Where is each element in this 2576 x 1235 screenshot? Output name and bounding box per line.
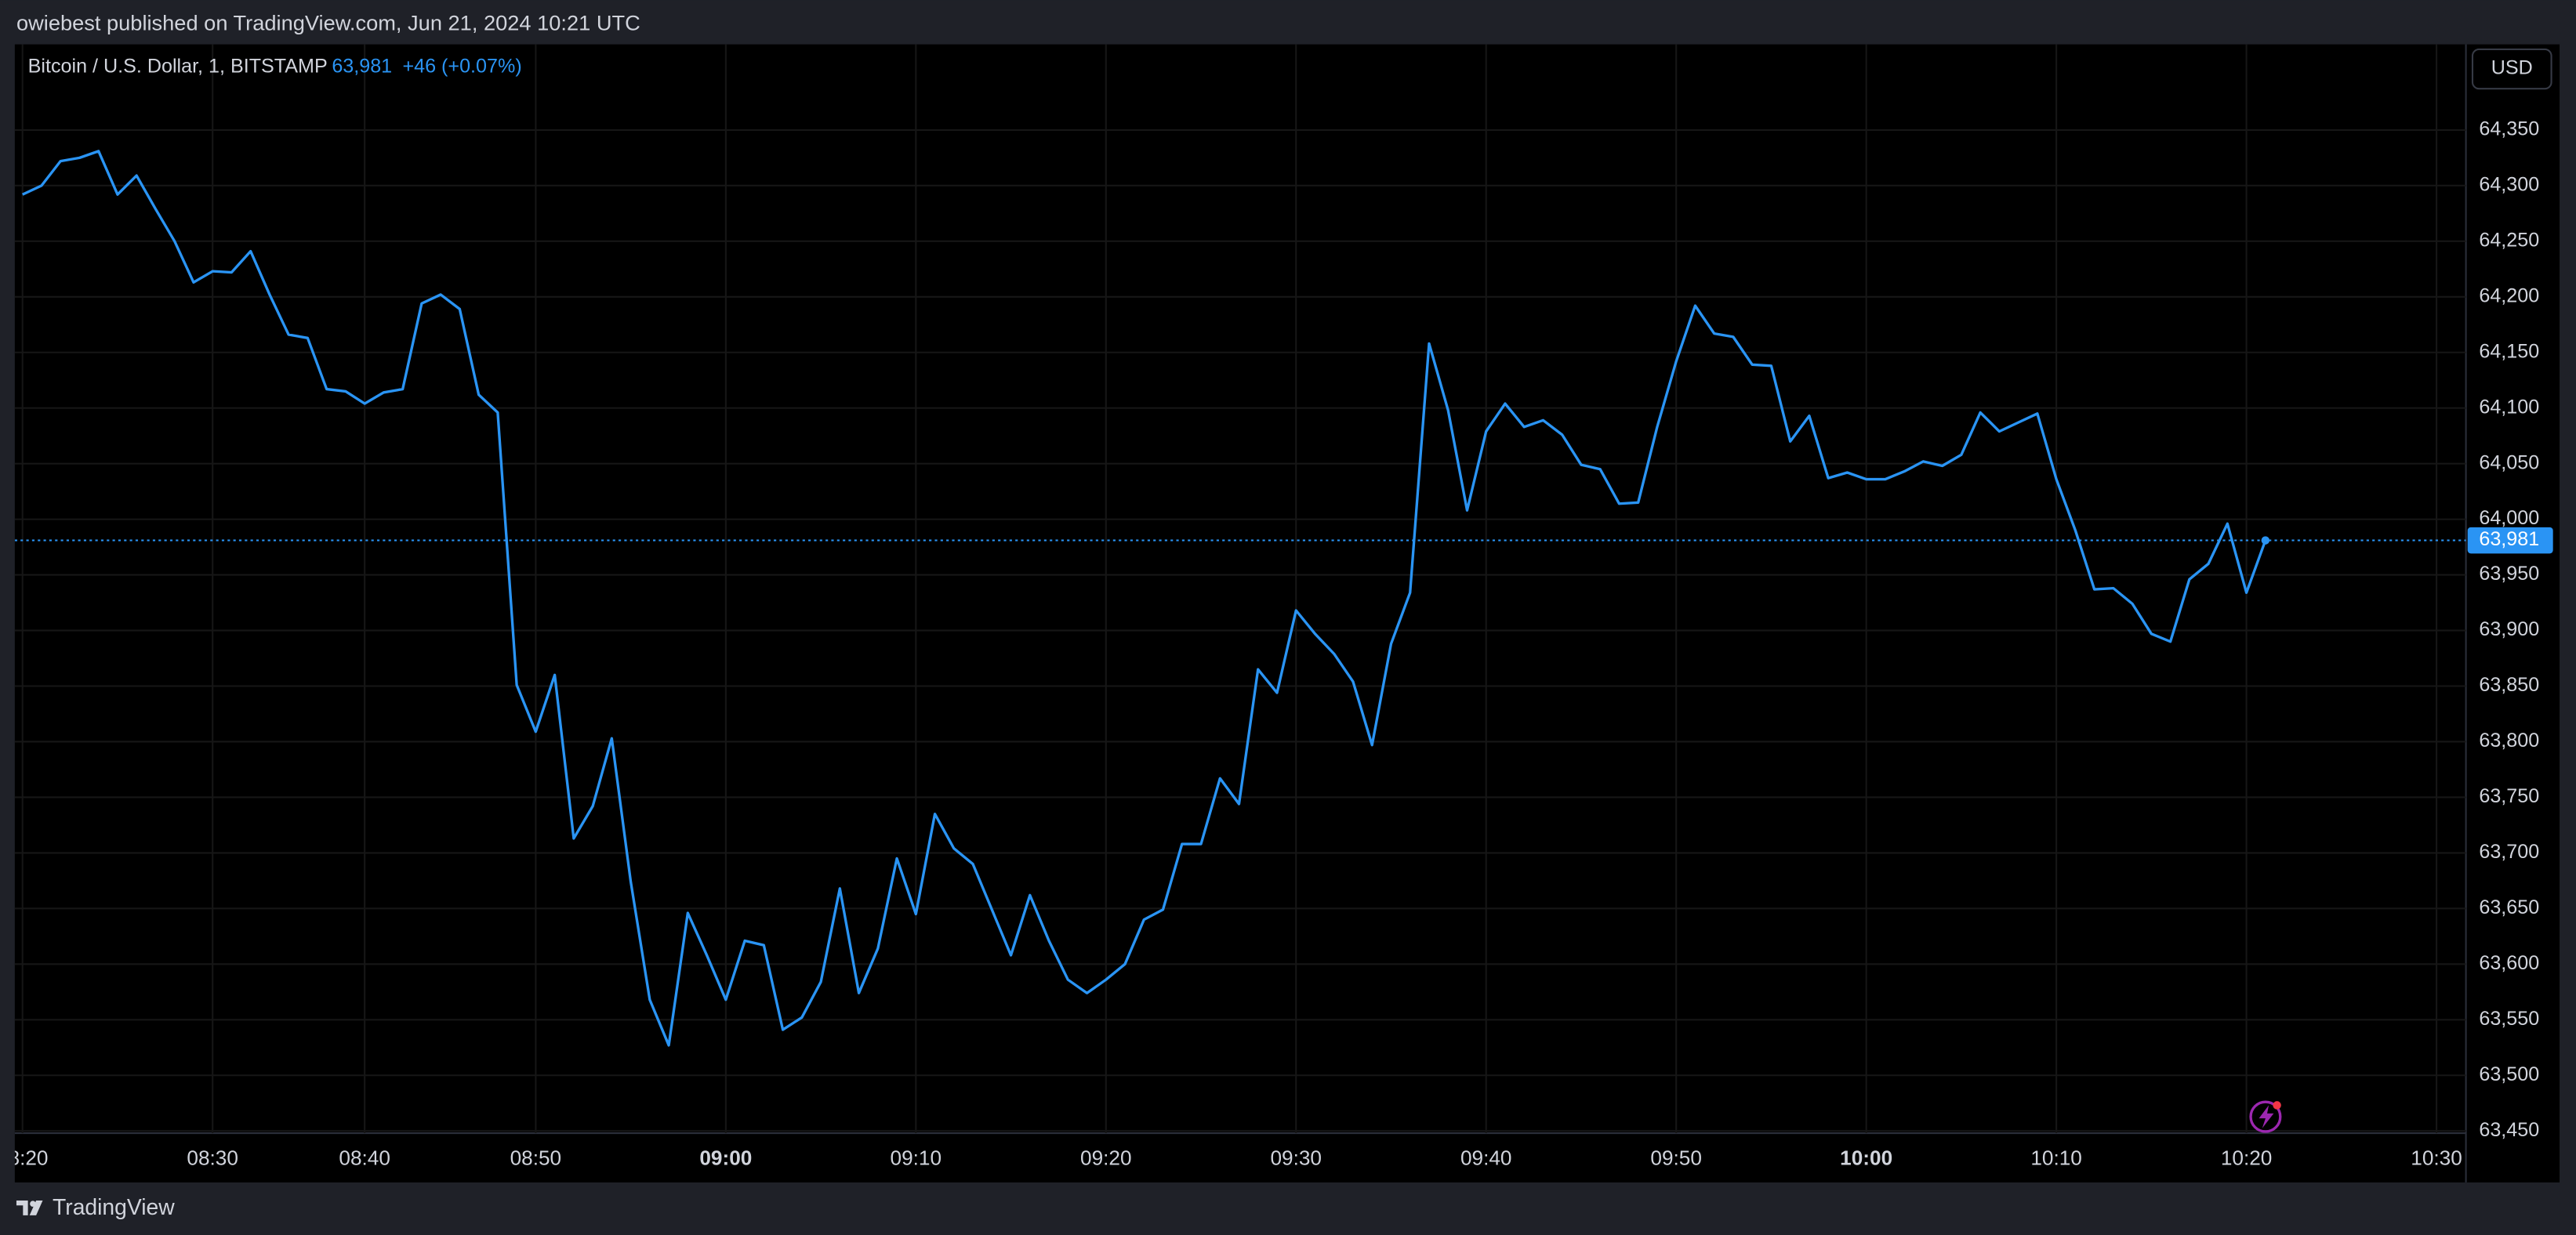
- currency-label[interactable]: USD: [2491, 57, 2533, 79]
- x-tick-label: 10:20: [2221, 1146, 2273, 1169]
- alert-bolt[interactable]: [2259, 1105, 2274, 1128]
- y-tick-label: 64,200: [2479, 284, 2539, 306]
- x-tick-label: 09:00: [699, 1146, 752, 1169]
- x-axis: 08:20 08:30 08:40 08:50 09:00 09:10 09:20 09:30…: [0, 1146, 2462, 1169]
- y-tick-label: 63,700: [2479, 841, 2539, 863]
- y-tick-label: 64,350: [2479, 118, 2539, 140]
- footer-brand[interactable]: TradingView: [53, 1194, 175, 1219]
- x-tick-label: 08:20: [0, 1146, 48, 1169]
- x-tick-label: 08:50: [510, 1146, 562, 1169]
- y-tick-label: 64,150: [2479, 340, 2539, 362]
- publish-info: owiebest published on TradingView.com, J…: [16, 11, 640, 35]
- grid: [14, 44, 2466, 1134]
- currency-button[interactable]: [2471, 48, 2552, 90]
- alert-ring[interactable]: [2249, 1100, 2282, 1133]
- y-tick-label: 63,850: [2479, 674, 2539, 696]
- y-tick-label: 63,950: [2479, 563, 2539, 585]
- x-tick-label: 09:30: [1270, 1146, 1322, 1169]
- x-tick-label: 10:00: [1840, 1146, 1892, 1169]
- last-price-label: 63,981: [2479, 528, 2539, 550]
- x-tick-label: 09:40: [1460, 1146, 1512, 1169]
- last-price-box: [2467, 527, 2553, 554]
- y-tick-label: 63,750: [2479, 785, 2539, 807]
- x-tick-label: 09:50: [1650, 1146, 1702, 1169]
- y-tick-label: 63,500: [2479, 1063, 2539, 1085]
- y-tick-label: 63,550: [2479, 1008, 2539, 1030]
- y-tick-label: 63,650: [2479, 896, 2539, 918]
- symbol-title: Bitcoin / U.S. Dollar, 1, BITSTAMP: [28, 56, 328, 78]
- price-line: [21, 150, 2267, 1047]
- y-tick-label: 64,300: [2479, 173, 2539, 195]
- x-tick-label: 10:30: [2411, 1146, 2462, 1169]
- x-tick-label: 08:40: [339, 1146, 390, 1169]
- chart-panel: [14, 44, 2560, 1182]
- y-tick-label: 63,800: [2479, 730, 2539, 752]
- x-tick-label: 09:10: [891, 1146, 942, 1169]
- y-tick-label: 64,250: [2479, 229, 2539, 251]
- footer-logo[interactable]: [16, 1200, 43, 1215]
- plot: [14, 150, 2466, 1047]
- y-tick-label: 64,050: [2479, 451, 2539, 473]
- logo-mark[interactable]: [16, 1200, 43, 1215]
- y-tick-label: 64,000: [2479, 507, 2539, 529]
- x-tick-label: 10:10: [2030, 1146, 2082, 1169]
- x-tick-label: 09:20: [1080, 1146, 1132, 1169]
- alert-dot[interactable]: [2273, 1101, 2281, 1110]
- last-point: [2261, 536, 2270, 545]
- y-axis: 63,450 63,500 63,550 63,600 63,650 63,700 63,7…: [2479, 118, 2539, 1141]
- y-tick-label: 63,450: [2479, 1119, 2539, 1141]
- y-tick-label: 63,600: [2479, 952, 2539, 974]
- legend-change: +46 (+0.07%): [402, 56, 521, 78]
- legend-price: 63,981: [332, 56, 392, 78]
- x-tick-label: 08:30: [187, 1146, 238, 1169]
- logo-dot[interactable]: [30, 1201, 36, 1207]
- alert-icon[interactable]: [2249, 1100, 2282, 1133]
- y-tick-label: 63,900: [2479, 618, 2539, 640]
- y-tick-label: 64,100: [2479, 396, 2539, 418]
